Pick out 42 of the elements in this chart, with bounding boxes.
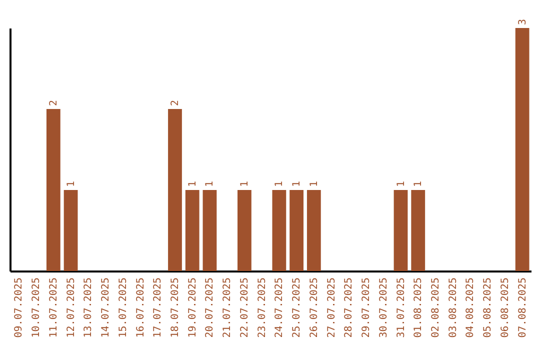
x-tick-label: 12.07.2025 <box>66 278 77 338</box>
x-tick-label: 20.07.2025 <box>204 278 216 338</box>
x-tick-label: 27.07.2025 <box>326 278 338 338</box>
x-tick-label: 15.07.2025 <box>118 278 129 338</box>
x-tick-label: 21.07.2025 <box>222 278 234 338</box>
x-tick-label: 09.07.2025 <box>14 278 25 338</box>
data-label: 1 <box>396 180 407 187</box>
data-label: 1 <box>187 180 198 187</box>
data-label: 1 <box>204 180 216 187</box>
x-tick-label: 29.07.2025 <box>361 278 372 338</box>
x-tick-label: 13.07.2025 <box>83 278 94 338</box>
data-label: 1 <box>292 180 303 187</box>
x-tick-label: 19.07.2025 <box>187 278 198 338</box>
data-label: 1 <box>413 180 424 187</box>
x-tick-label: 25.07.2025 <box>292 278 303 338</box>
data-label: 3 <box>517 18 528 25</box>
data-label: 1 <box>308 180 320 187</box>
x-tick-label: 23.07.2025 <box>256 278 268 338</box>
x-tick-label: 30.07.2025 <box>378 278 390 338</box>
data-label: 1 <box>274 180 286 187</box>
x-tick-label: 02.08.2025 <box>430 278 442 338</box>
x-tick-label: 03.08.2025 <box>448 278 459 338</box>
data-label: 1 <box>66 180 77 187</box>
x-tick-label: 31.07.2025 <box>396 278 407 338</box>
x-tick-label: 17.07.2025 <box>152 278 164 338</box>
x-tick-label: 24.07.2025 <box>274 278 286 338</box>
x-tick-label: 06.08.2025 <box>500 278 511 338</box>
x-tick-label: 01.08.2025 <box>413 278 424 338</box>
data-label: 2 <box>170 100 181 106</box>
x-tick-label: 04.08.2025 <box>465 278 476 338</box>
x-tick-label: 18.07.2025 <box>170 278 181 338</box>
x-tick-label: 16.07.2025 <box>135 278 146 338</box>
x-tick-label: 11.07.2025 <box>48 278 60 338</box>
data-label: 2 <box>48 100 60 106</box>
x-tick-label: 26.07.2025 <box>308 278 320 338</box>
data-label: 1 <box>239 180 250 187</box>
x-tick-label: 22.07.2025 <box>239 278 250 338</box>
x-tick-label: 14.07.2025 <box>100 278 112 338</box>
x-tick-label: 07.08.2025 <box>517 278 528 338</box>
x-tick-label: 10.07.2025 <box>31 278 42 338</box>
x-tick-label: 28.07.2025 <box>344 278 355 338</box>
x-tick-label: 05.08.2025 <box>482 278 494 338</box>
